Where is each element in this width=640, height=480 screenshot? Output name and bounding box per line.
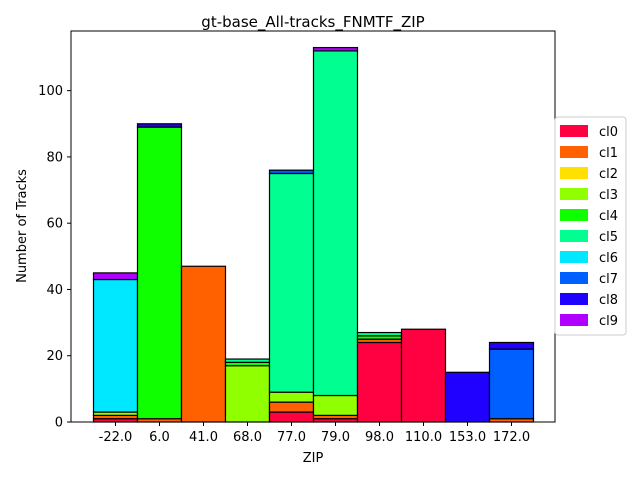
legend: cl0 cl1 cl2 cl3 cl4 cl5 cl6 cl7 cl8 cl9 (554, 116, 627, 336)
x-tick-label: 153.0 (449, 430, 486, 445)
bar-segment-cl1-41.0 (180, 265, 227, 423)
bar-segment-cl1-77.0 (268, 401, 315, 413)
legend-swatch-cl4 (560, 209, 588, 221)
legend-label-cl2: cl2 (599, 167, 618, 182)
bar-segment-cl0-77.0 (268, 411, 315, 423)
x-axis-label: ZIP (303, 451, 324, 466)
x-tick-label: 110.0 (405, 430, 442, 445)
bar-segment-cl7-77.0 (268, 169, 315, 175)
y-axis: 0 20 40 60 80 100 (38, 84, 71, 431)
x-axis: -22.0 6.0 41.0 68.0 77.0 79.0 98.0 110.0 153.0 17… (99, 422, 530, 445)
legend-label-cl4: cl4 (599, 209, 618, 224)
bar-segment-cl7-172.0 (488, 348, 535, 420)
bar-segment-cl5-77.0 (268, 172, 315, 393)
bar-segment-cl8-6.0 (136, 123, 183, 128)
x-tick-label: 77.0 (277, 430, 306, 445)
bar-segment-cl8-172.0 (488, 341, 535, 350)
bar-segment-cl3-79.0 (312, 394, 359, 416)
x-tick-label: 98.0 (365, 430, 394, 445)
y-tick-label: 80 (46, 150, 63, 165)
legend-swatch-cl3 (560, 188, 588, 200)
y-tick-label: 40 (46, 283, 63, 298)
bar-segment-cl5-79.0 (312, 50, 359, 397)
legend-label-cl0: cl0 (599, 125, 618, 140)
bar-segment-cl5-68.0 (224, 358, 271, 363)
legend-swatch-cl7 (560, 272, 588, 284)
legend-label-cl9: cl9 (599, 314, 618, 329)
x-tick-label: -22.0 (99, 430, 133, 445)
legend-label-cl3: cl3 (599, 188, 618, 203)
x-tick-label: 68.0 (233, 430, 262, 445)
legend-swatch-cl9 (560, 314, 588, 326)
bar-segment-cl8-153.0 (444, 371, 491, 423)
bars-group (92, 46, 535, 423)
legend-swatch-cl1 (560, 146, 588, 158)
bar-segment-cl5-98.0 (356, 331, 403, 337)
x-tick-label: 172.0 (493, 430, 530, 445)
legend-swatch-cl5 (560, 230, 588, 242)
legend-swatch-cl8 (560, 293, 588, 305)
x-tick-label: 41.0 (189, 430, 218, 445)
bar-segment-cl3-68.0 (224, 365, 271, 423)
chart-title: gt-base_All-tracks_FNMTF_ZIP (201, 13, 424, 32)
bar-segment-cl9-79.0 (312, 46, 359, 52)
x-tick-label: 79.0 (321, 430, 350, 445)
bar-segment-cl0-98.0 (356, 341, 403, 423)
bar-segment-cl9--22.0 (92, 272, 139, 281)
y-tick-label: 60 (46, 217, 63, 232)
legend-label-cl1: cl1 (599, 146, 618, 161)
bar-segment-cl6--22.0 (92, 278, 139, 413)
x-tick-label: 6.0 (149, 430, 170, 445)
y-axis-label: Number of Tracks (15, 169, 30, 283)
legend-swatch-cl0 (560, 125, 588, 137)
bar-segment-cl4-6.0 (136, 126, 183, 420)
bar-segment-cl0-110.0 (400, 328, 447, 423)
legend-swatch-cl2 (560, 167, 588, 179)
legend-label-cl6: cl6 (599, 251, 618, 266)
y-tick-label: 20 (46, 349, 63, 364)
legend-label-cl7: cl7 (599, 272, 618, 287)
y-tick-label: 100 (38, 84, 63, 99)
legend-label-cl8: cl8 (599, 293, 618, 308)
legend-label-cl5: cl5 (599, 230, 618, 245)
bar-segment-cl3-77.0 (268, 391, 315, 403)
y-tick-label: 0 (55, 416, 63, 431)
legend-swatch-cl6 (560, 251, 588, 263)
